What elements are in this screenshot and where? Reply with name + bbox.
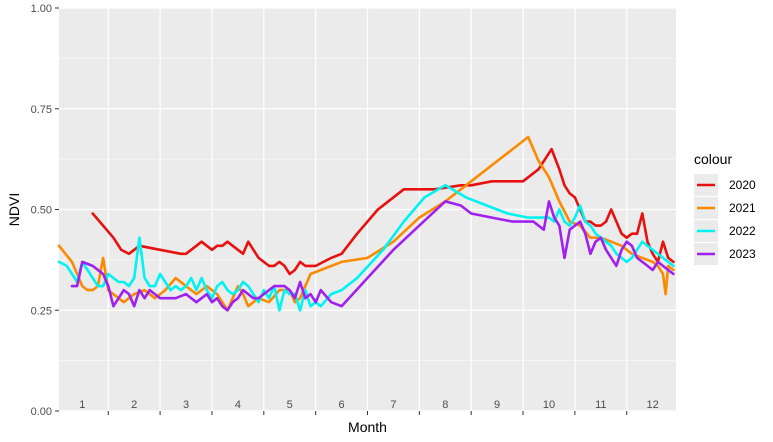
series-lines xyxy=(57,135,675,312)
y-tick-label: 0.75 xyxy=(31,104,52,116)
series-line-2020 xyxy=(91,147,675,276)
y-tick-label: 0.00 xyxy=(31,406,52,418)
x-tick-label: 9 xyxy=(494,399,500,411)
legend-title: colour xyxy=(694,151,732,167)
x-tick-labels: 1 2 3 4 5 6 7 8 9 10 11 12 xyxy=(79,399,659,415)
x-tick-label: 7 xyxy=(390,399,396,411)
x-axis-title: Month xyxy=(348,419,387,435)
x-tick-label: 12 xyxy=(647,399,659,411)
legend-label-2021: 2021 xyxy=(729,201,756,215)
x-tick-label: 2 xyxy=(131,399,137,411)
y-axis: 0.00 0.25 0.50 0.75 1.00 xyxy=(31,3,59,418)
legend-label-2023: 2023 xyxy=(729,247,756,261)
x-tick-label: 11 xyxy=(595,399,606,411)
series-line-2023 xyxy=(70,200,675,312)
legend-label-2020: 2020 xyxy=(729,178,756,192)
x-tick-label: 4 xyxy=(235,399,241,411)
y-tick-label: 0.25 xyxy=(31,305,52,317)
x-tick-label: 10 xyxy=(543,399,555,411)
major-gridlines xyxy=(59,7,676,412)
x-tick-label: 5 xyxy=(287,399,293,411)
y-axis-title: NDVI xyxy=(6,193,22,226)
x-tick-label: 3 xyxy=(183,399,189,411)
legend-label-2022: 2022 xyxy=(729,224,756,238)
x-tick-label: 6 xyxy=(339,399,345,411)
y-tick-label: 1.00 xyxy=(31,3,52,15)
x-tick-label: 1 xyxy=(79,399,85,411)
series-line-2022 xyxy=(57,184,675,312)
y-tick-label: 0.50 xyxy=(31,205,52,217)
legend: colour 2020 2021 2022 2023 xyxy=(694,151,756,265)
x-tick-label: 8 xyxy=(442,399,448,411)
